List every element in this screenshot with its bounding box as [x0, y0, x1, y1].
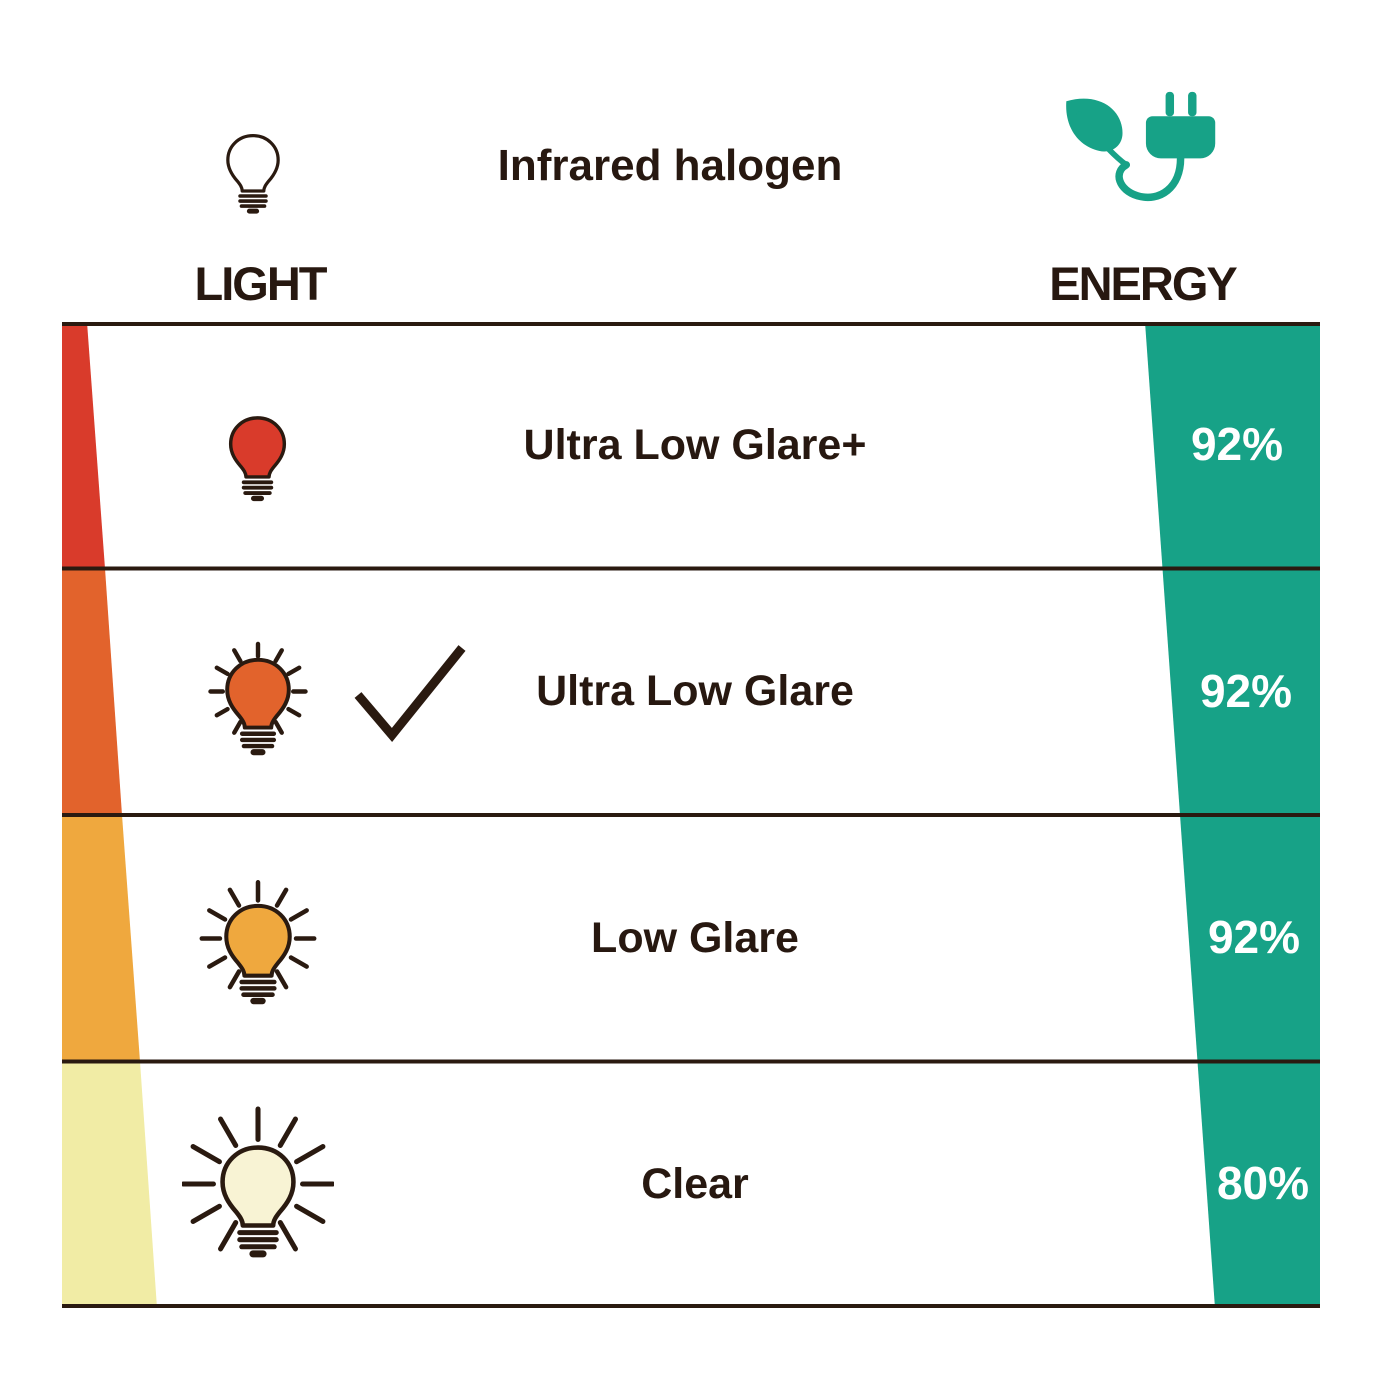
row-label-low-glare: Low Glare: [591, 914, 799, 962]
energy-value-row-2: 92%: [1199, 665, 1293, 717]
amber-bulb-icon: [199, 880, 317, 1011]
checkmark-icon: [354, 645, 466, 743]
energy-column-label: ENERGY: [1049, 257, 1238, 310]
light-column-label: LIGHT: [194, 257, 328, 310]
glare-wedge-amber: [62, 815, 140, 1062]
page-title: Infrared halogen: [497, 141, 843, 190]
red-bulb-icon: [200, 384, 315, 507]
eco-plug-icon: [1066, 91, 1216, 201]
energy-value-row-4: 80%: [1216, 1157, 1310, 1209]
row-label-ultra-low-glare: Ultra Low Glare: [536, 667, 854, 715]
energy-value-row-1: 92%: [1190, 418, 1284, 470]
row-label-clear: Clear: [641, 1160, 749, 1208]
light-bulb-icon: [199, 104, 307, 219]
pale-bulb-icon: [182, 1106, 334, 1265]
glare-wedge-red: [62, 322, 105, 569]
row-label-ultra-low-glare-plus: Ultra Low Glare+: [523, 421, 867, 469]
short-rays: [208, 641, 308, 735]
orange-bulb-icon: [208, 641, 308, 762]
row-divider-lines: [62, 322, 1320, 1308]
energy-value-row-3: 92%: [1207, 911, 1301, 963]
medium-rays: [199, 880, 317, 990]
glare-wedge-yellow: [62, 1061, 157, 1308]
comparison-chart-background: [62, 322, 1320, 1308]
long-rays: [182, 1106, 334, 1252]
glare-wedge-orange: [62, 568, 122, 815]
